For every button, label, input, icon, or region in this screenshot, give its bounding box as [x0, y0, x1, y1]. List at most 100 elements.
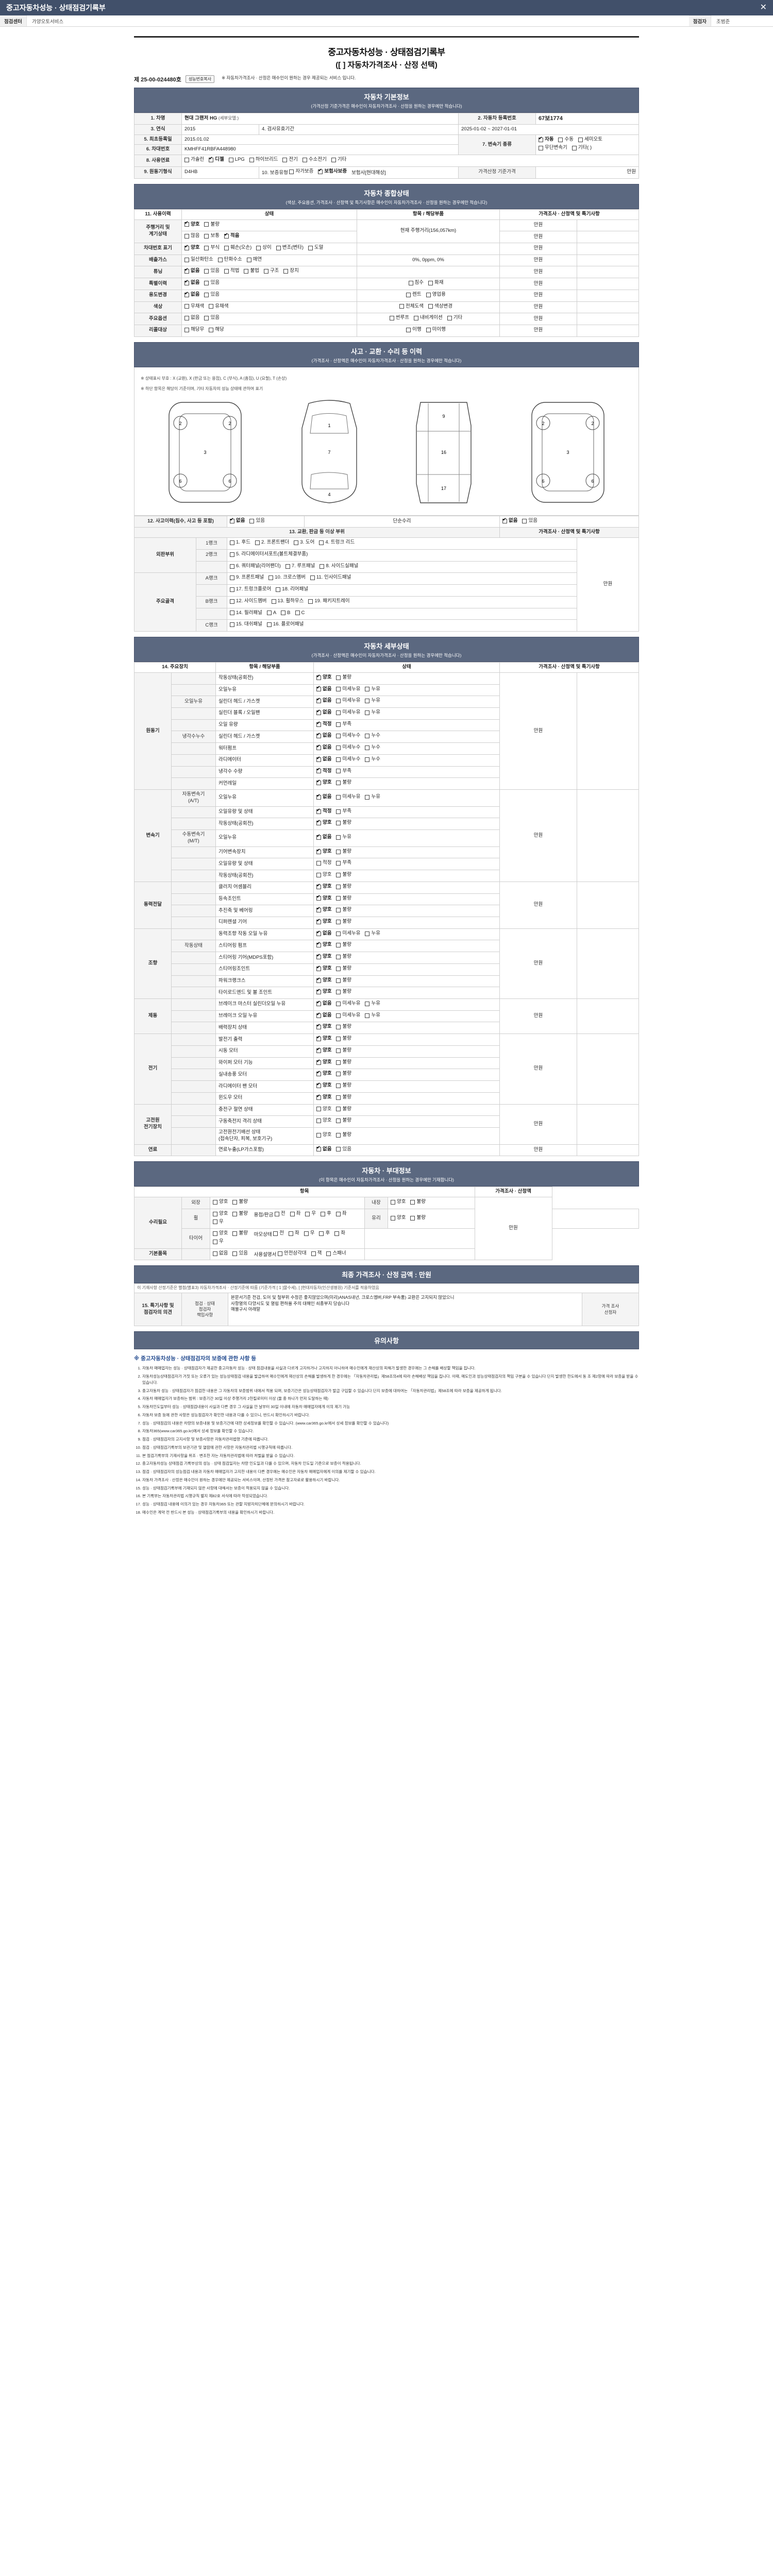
- parts-extra-후[interactable]: 후: [319, 1230, 330, 1237]
- overall-note[interactable]: [576, 313, 640, 325]
- detail-state-누유[interactable]: 누유: [365, 698, 380, 704]
- parts-extra-스패너[interactable]: 스패너: [326, 1250, 346, 1257]
- detail-state-없음[interactable]: 없음: [316, 732, 331, 739]
- fuel-수소전기[interactable]: 수소전기: [302, 157, 327, 163]
- detail-state-불량[interactable]: 불량: [336, 1059, 351, 1066]
- detail-state-누유[interactable]: 누유: [365, 709, 380, 716]
- state-도말[interactable]: 도말: [308, 245, 324, 251]
- detail-state-불량[interactable]: 불량: [336, 1047, 351, 1054]
- detail-state-미세누수[interactable]: 미세누수: [336, 744, 360, 751]
- detail-state-없음[interactable]: 없음: [316, 697, 331, 704]
- state-해당무[interactable]: 해당무: [184, 327, 204, 333]
- state-양호[interactable]: 양호: [184, 244, 199, 251]
- detail-state-양호[interactable]: 양호: [316, 1094, 331, 1101]
- item-색상변경[interactable]: 색상변경: [428, 303, 452, 310]
- transmission-무단변속기[interactable]: 무단변속기: [539, 145, 567, 151]
- fuel-디젤[interactable]: 디젤: [209, 156, 224, 163]
- detail-state-불량[interactable]: 불량: [336, 1071, 351, 1077]
- part-15대쉬패널[interactable]: 15. 대쉬패널: [230, 621, 262, 628]
- detail-state-미세누수[interactable]: 미세누수: [336, 733, 360, 739]
- part-8사이드실패널[interactable]: 8. 사이드실패널: [320, 563, 358, 570]
- parts-extra-좌[interactable]: 좌: [334, 1230, 345, 1237]
- overall-note[interactable]: [576, 254, 640, 267]
- transmission-자동[interactable]: 자동: [539, 136, 553, 143]
- detail-note[interactable]: [576, 672, 640, 790]
- part-C[interactable]: C: [295, 610, 305, 617]
- detail-state-없음[interactable]: 없음: [316, 930, 331, 937]
- overall-note[interactable]: [576, 325, 640, 337]
- detail-state-불량[interactable]: 불량: [336, 1106, 351, 1113]
- detail-state-양호[interactable]: 양호: [316, 872, 331, 878]
- detail-state-양호[interactable]: 양호: [316, 941, 331, 948]
- detail-state-누수[interactable]: 누수: [365, 733, 380, 739]
- part-19패키지트레이[interactable]: 19. 패키지트레이: [308, 598, 350, 605]
- detail-state-불량[interactable]: 불량: [336, 907, 351, 913]
- parts-state-양호[interactable]: 양호: [213, 1230, 228, 1237]
- detail-state-적정[interactable]: 적정: [316, 721, 331, 728]
- parts-extra-좌[interactable]: 좌: [335, 1211, 347, 1217]
- detail-note[interactable]: [576, 789, 640, 882]
- detail-state-미세누유[interactable]: 미세누유: [336, 686, 360, 693]
- detail-state-불량[interactable]: 불량: [336, 965, 351, 972]
- detail-state-누유[interactable]: 누유: [365, 1001, 380, 1007]
- parts-extra-우[interactable]: 우: [305, 1211, 316, 1217]
- parts-state-양호[interactable]: 양호: [391, 1215, 406, 1222]
- detail-state-부족[interactable]: 부족: [336, 860, 351, 867]
- close-icon[interactable]: ✕: [760, 3, 767, 12]
- parts-state-양호[interactable]: 양호: [213, 1199, 228, 1206]
- detail-state-양호[interactable]: 양호: [316, 674, 331, 681]
- detail-state-누유[interactable]: 누유: [365, 930, 380, 937]
- state3-장치[interactable]: 장치: [283, 268, 299, 275]
- detail-state-양호[interactable]: 양호: [316, 988, 331, 995]
- state-없음[interactable]: 없음: [184, 267, 199, 275]
- fuel-전기[interactable]: 전기: [282, 157, 298, 163]
- state-양호[interactable]: 양호: [184, 221, 199, 228]
- detail-state-불량[interactable]: 불량: [336, 849, 351, 855]
- detail-state-누수[interactable]: 누수: [365, 756, 380, 763]
- state-변조변타[interactable]: 변조(변타): [276, 245, 304, 251]
- detail-state-양호[interactable]: 양호: [316, 894, 331, 902]
- state-있음[interactable]: 있음: [204, 280, 220, 286]
- item-썬루프[interactable]: 썬루프: [389, 315, 409, 321]
- item-영업용[interactable]: 영업용: [426, 292, 446, 298]
- state-유채색[interactable]: 유채색: [209, 303, 228, 310]
- parts-extra-전[interactable]: 전: [274, 1211, 285, 1217]
- state-있음[interactable]: 있음: [204, 268, 220, 275]
- state-해당[interactable]: 해당: [209, 327, 224, 333]
- parts-state-불량[interactable]: 불량: [410, 1215, 426, 1222]
- detail-state-양호[interactable]: 양호: [316, 965, 331, 972]
- overall-note[interactable]: [576, 278, 640, 290]
- parts-extra-안전삼각대[interactable]: 안전삼각대: [277, 1250, 307, 1257]
- detail-state-양호[interactable]: 양호: [316, 977, 331, 984]
- parts-extra-잭[interactable]: 잭: [311, 1250, 322, 1257]
- detail-state-없음[interactable]: 없음: [316, 793, 331, 801]
- accident-history-있음[interactable]: 있음: [249, 518, 265, 524]
- parts-extra-후[interactable]: 후: [321, 1211, 331, 1217]
- detail-state-없음[interactable]: 없음: [316, 756, 331, 763]
- part-14필러패널[interactable]: 14. 필러패널: [230, 610, 262, 617]
- parts-state-불량[interactable]: 불량: [410, 1199, 426, 1206]
- parts-extra-좌[interactable]: 좌: [290, 1211, 300, 1217]
- state3-구조[interactable]: 구조: [263, 268, 279, 275]
- overall-note[interactable]: [576, 242, 640, 255]
- state-있음[interactable]: 있음: [204, 315, 220, 321]
- overall-note[interactable]: [576, 301, 640, 314]
- part-16플로어패널[interactable]: 16. 플로어패널: [266, 621, 304, 628]
- detail-state-누유[interactable]: 누유: [365, 686, 380, 693]
- detail-state-불량[interactable]: 불량: [336, 954, 351, 960]
- detail-note[interactable]: [576, 998, 640, 1035]
- detail-state-양호[interactable]: 양호: [316, 1059, 331, 1066]
- state2-불법[interactable]: 불법: [244, 268, 259, 275]
- detail-state-누유[interactable]: 누유: [336, 834, 351, 841]
- detail-state-불량[interactable]: 불량: [336, 942, 351, 948]
- detail-state-없음[interactable]: 없음: [316, 744, 331, 751]
- detail-state-없음[interactable]: 없음: [316, 1012, 331, 1019]
- part-10크로스멤버[interactable]: 10. 크로스멤버: [268, 574, 306, 581]
- detail-state-불량[interactable]: 불량: [336, 1036, 351, 1042]
- fuel-가솔린[interactable]: 가솔린: [184, 157, 204, 163]
- detail-state-미세누유[interactable]: 미세누유: [336, 794, 360, 801]
- state-훼손오손[interactable]: 훼손(오손): [224, 245, 251, 251]
- part-2프론트팬더[interactable]: 2. 프론트팬더: [255, 539, 289, 546]
- parts-extra-우[interactable]: 우: [213, 1239, 224, 1245]
- parts-extra-전[interactable]: 전: [273, 1230, 284, 1237]
